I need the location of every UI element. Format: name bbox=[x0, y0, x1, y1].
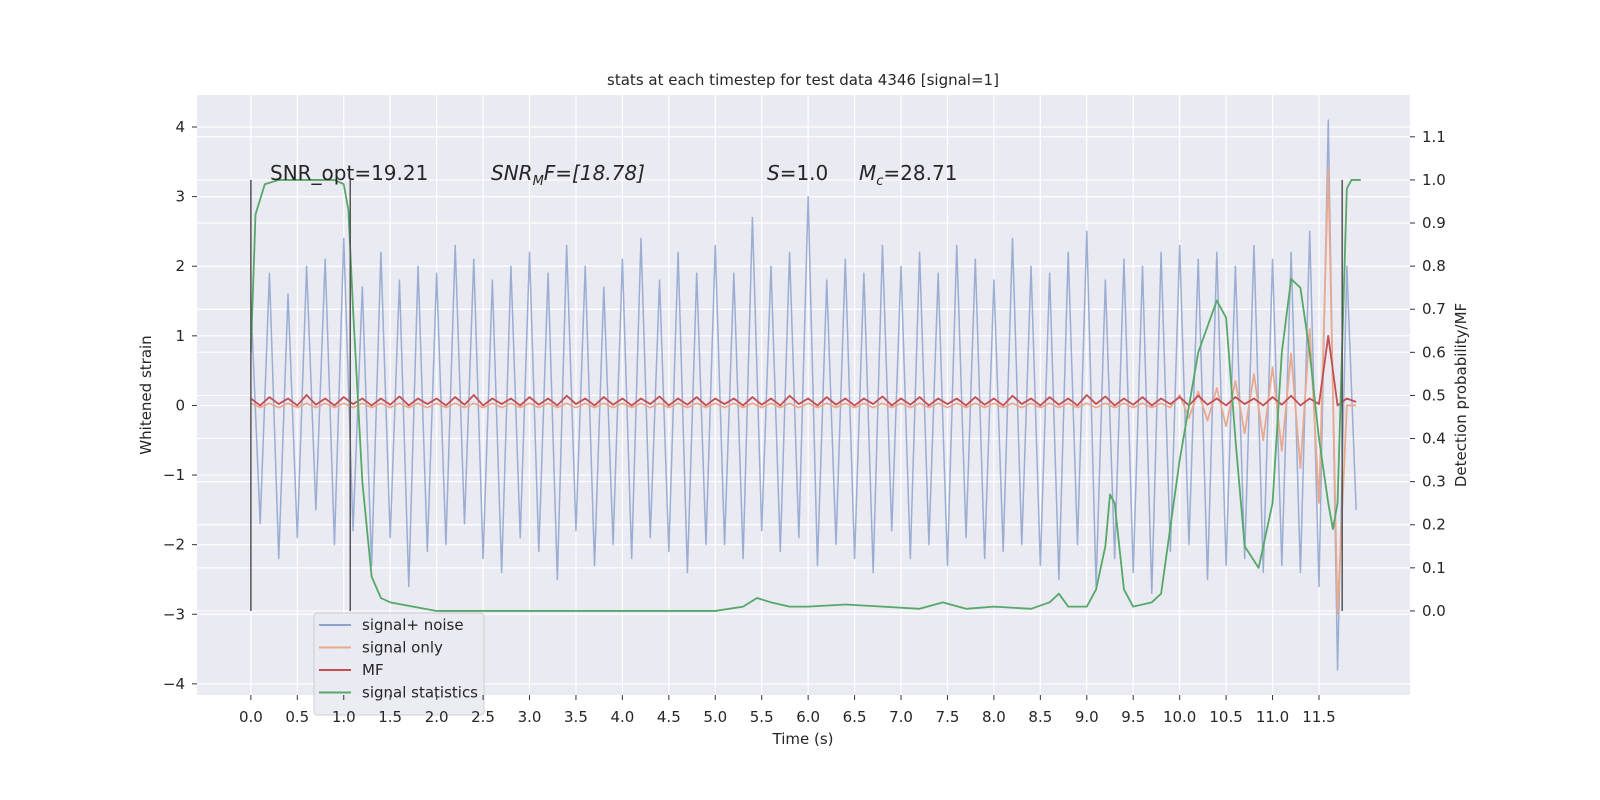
y-axis-label: Whitened strain bbox=[137, 335, 155, 454]
x-tick-label: 6.5 bbox=[843, 708, 867, 726]
annotation-part: M bbox=[533, 174, 544, 189]
y2-tick-label: 1.0 bbox=[1422, 171, 1446, 189]
y-tick-label: 4 bbox=[175, 118, 185, 136]
annotation: S=1.0 bbox=[767, 161, 828, 185]
x-tick-label: 7.0 bbox=[889, 708, 913, 726]
annotation: Mc=28.71 bbox=[859, 161, 957, 189]
x-axis-label: Time (s) bbox=[772, 730, 834, 748]
chart-title: stats at each timestep for test data 434… bbox=[607, 71, 999, 89]
legend-box bbox=[313, 612, 485, 716]
legend-label: signal+ noise bbox=[362, 616, 464, 634]
annotation: SNR_opt=19.21 bbox=[270, 161, 428, 185]
x-tick-label: 4.0 bbox=[610, 708, 634, 726]
x-tick-label: 3.0 bbox=[518, 708, 542, 726]
x-tick-label: 7.5 bbox=[936, 708, 960, 726]
annotation-part: M bbox=[859, 161, 876, 185]
y2-tick-label: 0.5 bbox=[1422, 386, 1446, 404]
x-tick-label: 0.0 bbox=[239, 708, 263, 726]
annotation-part: S bbox=[767, 161, 780, 185]
y-tick-label: 3 bbox=[175, 188, 185, 206]
annotation: SNRMF=[18.78] bbox=[491, 161, 645, 189]
y2-tick-label: 0.2 bbox=[1422, 516, 1446, 534]
y2-tick-label: 0.6 bbox=[1422, 343, 1446, 361]
y2-tick-label: 0.4 bbox=[1422, 430, 1446, 448]
legend-label: signal only bbox=[362, 639, 443, 657]
x-tick-label: 5.5 bbox=[750, 708, 774, 726]
y2-axis-label: Detection probability/MF bbox=[1452, 303, 1470, 487]
y-tick-label: −2 bbox=[163, 536, 185, 554]
annotation-part: =28.71 bbox=[883, 161, 957, 185]
y-tick-label: −4 bbox=[163, 675, 185, 693]
y2-tick-label: 0.0 bbox=[1422, 602, 1446, 620]
x-tick-label: 1.0 bbox=[332, 708, 356, 726]
x-tick-label: 1.5 bbox=[378, 708, 402, 726]
series-line bbox=[250, 334, 1357, 407]
x-tick-label: 4.5 bbox=[657, 708, 681, 726]
x-tick-label: 5.0 bbox=[703, 708, 727, 726]
x-tick-label: 0.5 bbox=[285, 708, 309, 726]
x-tick-label: 11.5 bbox=[1302, 708, 1335, 726]
annotation-part: SNR bbox=[491, 161, 533, 185]
x-tick-label: 9.0 bbox=[1075, 708, 1099, 726]
x-tick-label: 11.0 bbox=[1256, 708, 1289, 726]
x-tick-label: 9.5 bbox=[1121, 708, 1145, 726]
x-tick-label: 10.5 bbox=[1209, 708, 1242, 726]
x-tick-label: 10.0 bbox=[1163, 708, 1196, 726]
y-tick-label: 1 bbox=[175, 327, 185, 345]
legend-label: signal statistics bbox=[362, 684, 478, 702]
series-line bbox=[249, 179, 1361, 612]
y-tick-label: −3 bbox=[163, 605, 185, 623]
y-tick-label: 2 bbox=[175, 257, 185, 275]
x-tick-label: 8.0 bbox=[982, 708, 1006, 726]
y2-tick-label: 0.8 bbox=[1422, 257, 1446, 275]
x-tick-label: 3.5 bbox=[564, 708, 588, 726]
x-tick-label: 2.5 bbox=[471, 708, 495, 726]
y-tick-label: −1 bbox=[163, 466, 185, 484]
y-tick-label: 0 bbox=[175, 396, 185, 414]
y2-tick-label: 1.1 bbox=[1422, 128, 1446, 146]
x-tick-label: 2.0 bbox=[425, 708, 449, 726]
x-tick-label: 8.5 bbox=[1028, 708, 1052, 726]
annotation-part: F=[18.78] bbox=[544, 161, 645, 185]
annotation-part: =1.0 bbox=[780, 161, 829, 185]
y2-tick-label: 0.9 bbox=[1422, 214, 1446, 232]
y2-tick-label: 0.3 bbox=[1422, 473, 1446, 491]
x-tick-label: 6.0 bbox=[796, 708, 820, 726]
series-line bbox=[250, 119, 1357, 671]
annotation-part: c bbox=[876, 174, 883, 189]
y2-tick-label: 0.1 bbox=[1422, 559, 1446, 577]
y2-tick-label: 0.7 bbox=[1422, 300, 1446, 318]
series-line bbox=[250, 167, 1357, 616]
legend-label: MF bbox=[362, 661, 384, 679]
